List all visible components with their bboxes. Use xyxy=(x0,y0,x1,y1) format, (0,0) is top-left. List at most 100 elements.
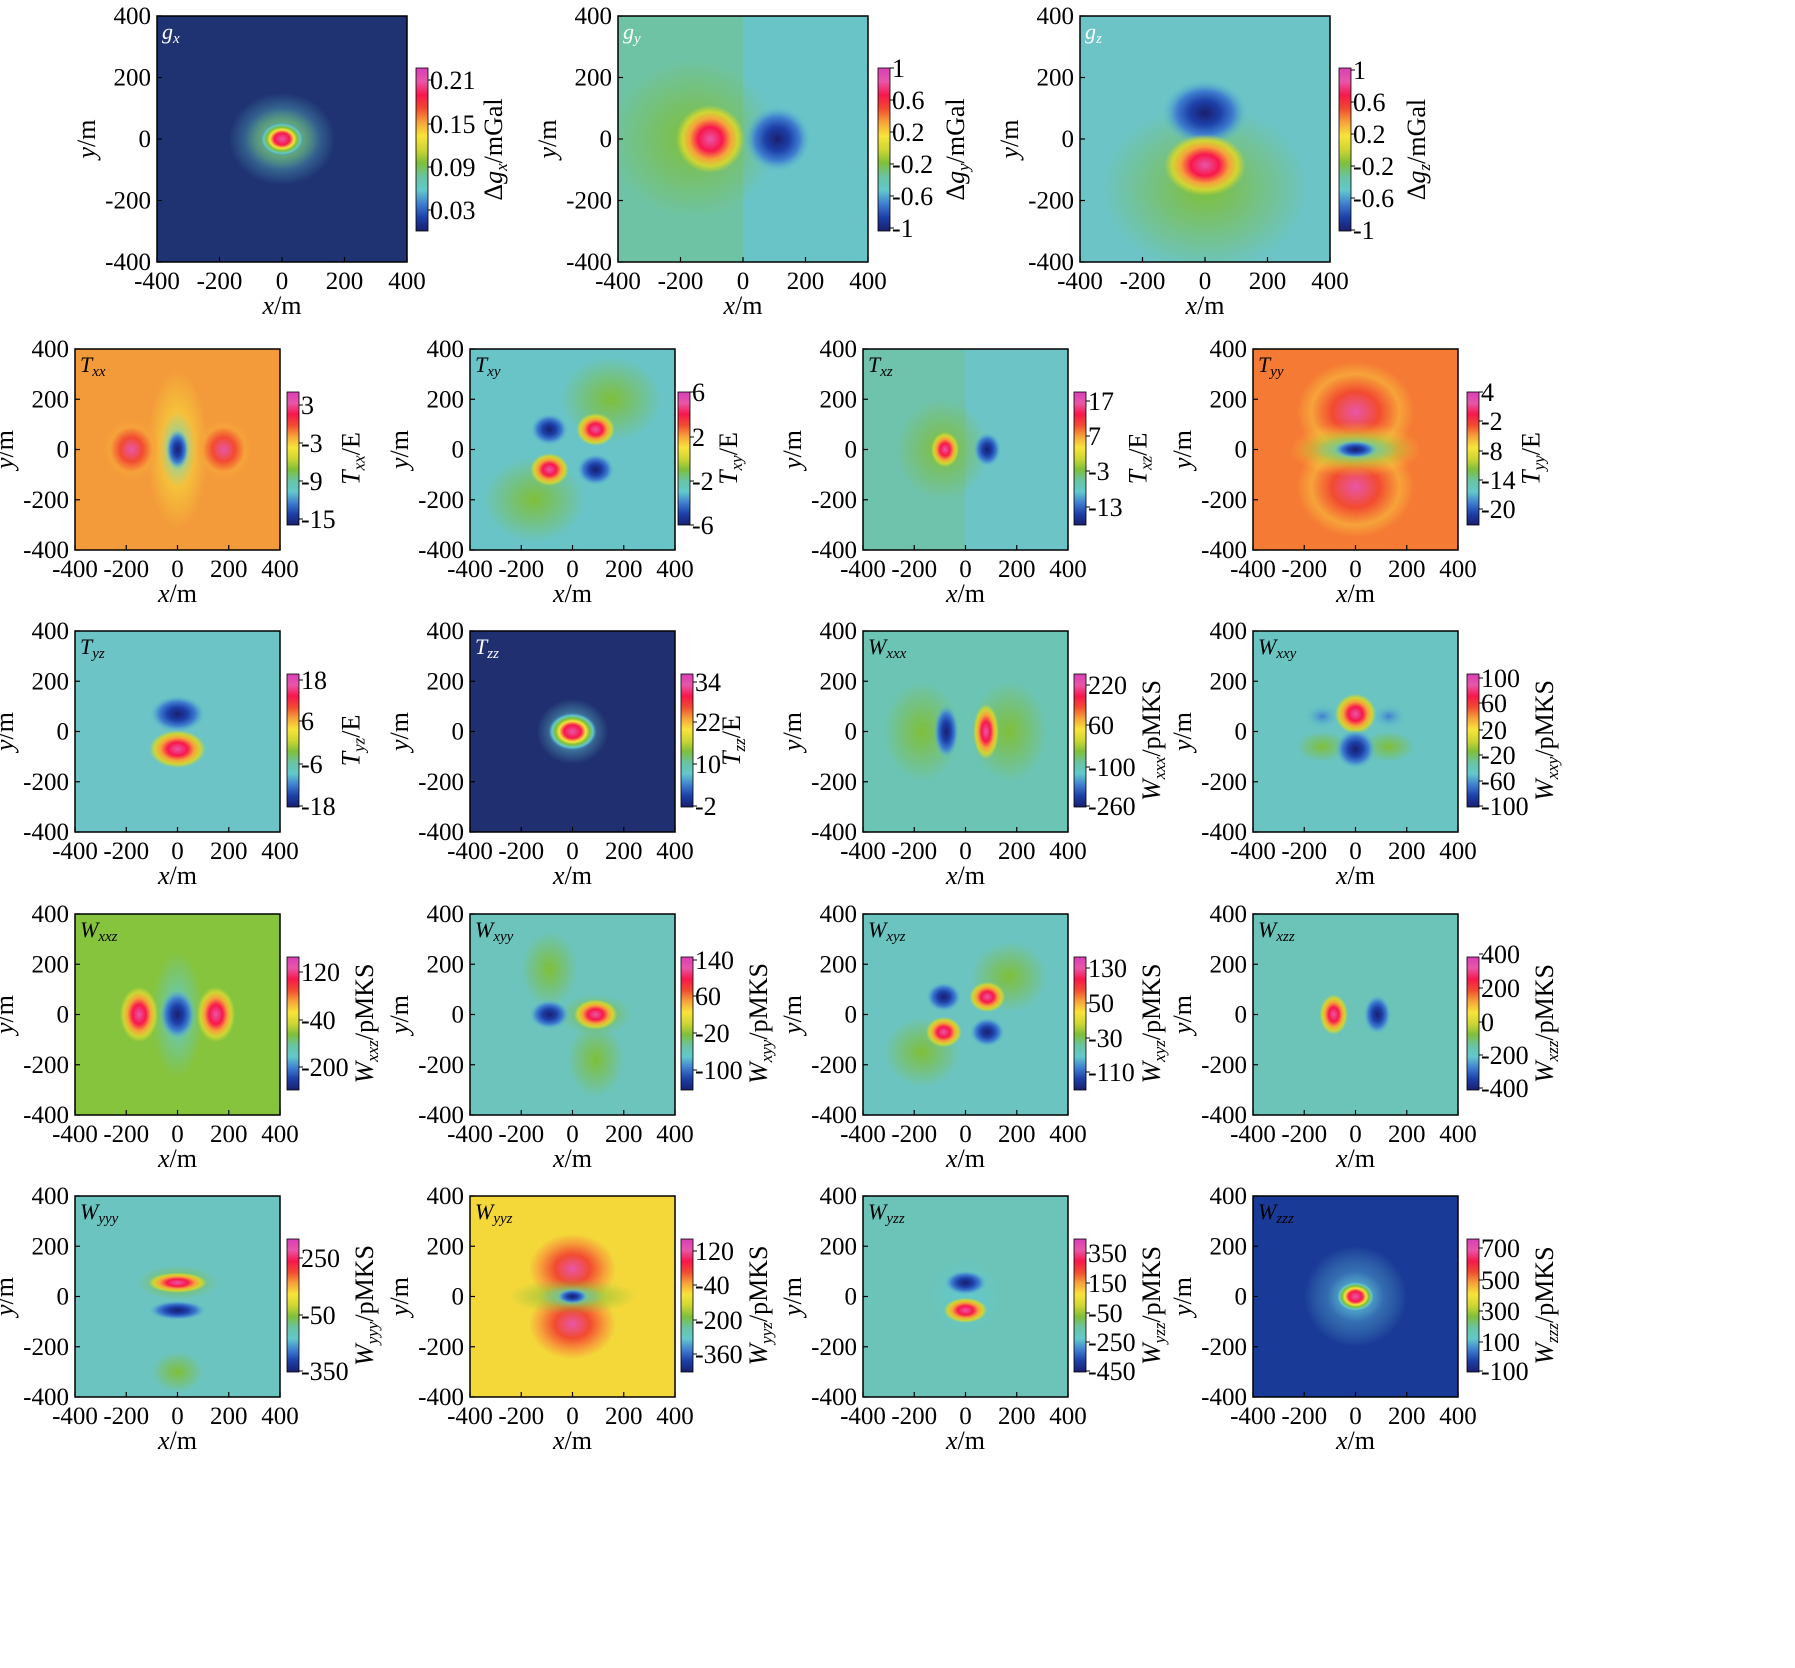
colorbar-tick-label: 0.6 xyxy=(892,86,925,115)
colorbar-tick-label: -2 xyxy=(1481,407,1503,436)
x-tick-label: 200 xyxy=(998,838,1036,865)
y-tick-label: 200 xyxy=(820,386,858,413)
y-tick-label: -400 xyxy=(23,819,69,846)
panel-title: Txx xyxy=(80,352,106,380)
colorbar-tick-label: -20 xyxy=(695,1019,730,1048)
colorbar-label: Txz/E xyxy=(1124,433,1156,485)
x-tick-label: -200 xyxy=(197,268,243,295)
x-tick-label: -200 xyxy=(103,556,149,583)
colorbar-tick-label: -3 xyxy=(301,429,323,458)
colorbar-tick-label: -400 xyxy=(1481,1074,1529,1103)
y-tick-label: -400 xyxy=(1201,1102,1247,1129)
colorbar-tick-label: 10 xyxy=(695,750,721,779)
panel-title: Wzzz xyxy=(1258,1199,1294,1227)
colorbar-tick-label: 60 xyxy=(695,982,721,1011)
panel-Wxzz: Wxzz x/m y/m Wxzz/pMKS xyxy=(1168,913,1562,1173)
y-tick-label: -200 xyxy=(418,769,464,796)
anomaly-1 xyxy=(1161,79,1249,147)
x-axis-label: x/m xyxy=(723,291,763,320)
y-tick-label: -200 xyxy=(23,769,69,796)
x-tick-label: 400 xyxy=(1439,556,1477,583)
y-tick-label: 200 xyxy=(1037,65,1075,92)
colorbar-tick-label: 18 xyxy=(301,666,327,695)
y-tick-label: 200 xyxy=(427,1233,465,1260)
y-axis-label: y/m xyxy=(1168,430,1197,472)
x-tick-label: -400 xyxy=(447,1403,493,1430)
x-tick-label: 200 xyxy=(210,1121,248,1148)
x-tick-label: 400 xyxy=(1439,1403,1477,1430)
y-axis-label: y/m xyxy=(72,120,101,162)
y-tick-label: 400 xyxy=(427,618,465,645)
y-tick-label: -200 xyxy=(1201,487,1247,514)
y-tick-label: 400 xyxy=(32,1183,70,1210)
anomaly-1 xyxy=(148,1272,207,1293)
anomaly-3 xyxy=(103,419,160,480)
y-tick-label: 0 xyxy=(1235,437,1248,464)
x-tick-label: -200 xyxy=(891,838,937,865)
colorbar-tick-label: -1 xyxy=(1353,216,1375,245)
y-tick-label: -400 xyxy=(23,1384,69,1411)
anomaly-2 xyxy=(119,986,159,1043)
y-tick-label: 400 xyxy=(32,336,70,363)
colorbar-tick-label: 700 xyxy=(1481,1234,1520,1263)
y-tick-label: 400 xyxy=(820,901,858,928)
x-tick-label: -200 xyxy=(103,838,149,865)
anomaly-5 xyxy=(530,453,569,486)
colorbar-tick-label: -200 xyxy=(301,1053,349,1082)
colorbar-tick-label: 6 xyxy=(301,707,314,736)
x-tick-label: 200 xyxy=(605,838,643,865)
colorbar-tick-label: -50 xyxy=(1088,1299,1123,1328)
y-tick-label: 0 xyxy=(845,719,858,746)
x-tick-label: 200 xyxy=(210,556,248,583)
y-axis-label: y/m xyxy=(0,430,19,472)
y-tick-label: 400 xyxy=(1210,618,1248,645)
y-tick-label: 200 xyxy=(32,1233,70,1260)
y-tick-label: 400 xyxy=(114,3,152,30)
anomaly-2 xyxy=(1336,1281,1375,1312)
anomaly-2 xyxy=(165,429,190,470)
x-tick-label: 200 xyxy=(1388,556,1426,583)
colorbar-label: Wxzz/pMKS xyxy=(1530,964,1562,1083)
y-tick-label: 0 xyxy=(452,437,465,464)
panel-title: Wxxx xyxy=(868,634,907,662)
colorbar-tick-label: -250 xyxy=(1088,1328,1136,1357)
y-tick-label: -200 xyxy=(418,1334,464,1361)
x-tick-label: -200 xyxy=(498,1403,544,1430)
x-tick-label: -200 xyxy=(891,556,937,583)
heatmap-gz xyxy=(1080,16,1330,262)
y-tick-label: 400 xyxy=(575,3,613,30)
y-tick-label: 0 xyxy=(1235,719,1248,746)
colorbar-tick-label: -8 xyxy=(1481,437,1503,466)
x-tick-label: 200 xyxy=(787,268,825,295)
y-tick-label: -200 xyxy=(811,1334,857,1361)
heatmap-Wzzz xyxy=(1253,1196,1458,1397)
y-tick-label: -400 xyxy=(811,1384,857,1411)
y-tick-label: -200 xyxy=(418,1052,464,1079)
y-tick-label: 0 xyxy=(845,1002,858,1029)
y-tick-label: 200 xyxy=(820,668,858,695)
colorbar-tick-label: 120 xyxy=(301,958,340,987)
y-tick-label: 0 xyxy=(57,1284,70,1311)
panel-title: Wxyz xyxy=(868,917,906,945)
x-tick-label: 200 xyxy=(605,1121,643,1148)
colorbar xyxy=(1073,673,1087,808)
panel-Wyzz: Wyzz x/m y/m Wyzz/pMKS xyxy=(778,1195,1169,1455)
y-tick-label: -200 xyxy=(1028,188,1074,215)
x-tick-label: 0 xyxy=(1349,838,1362,865)
panel-title: gz xyxy=(1085,19,1102,47)
colorbar-tick-label: 500 xyxy=(1481,1266,1520,1295)
colorbar-tick-label: 17 xyxy=(1088,387,1114,416)
x-tick-label: 400 xyxy=(1439,838,1477,865)
x-tick-label: -200 xyxy=(1120,268,1166,295)
heatmap-Wxxy xyxy=(1253,631,1458,832)
colorbar-label: Wxyz/pMKS xyxy=(1137,964,1169,1084)
y-tick-label: 0 xyxy=(139,126,152,153)
x-tick-label: 0 xyxy=(276,268,289,295)
colorbar-tick-label: 0.2 xyxy=(1353,120,1386,149)
y-tick-label: 0 xyxy=(452,1284,465,1311)
colorbar-label: Wzzz/pMKS xyxy=(1530,1246,1562,1364)
x-axis-label: x/m xyxy=(1335,861,1375,890)
colorbar-label: Txy/E xyxy=(714,432,746,485)
panel-title: Txz xyxy=(868,352,893,380)
x-tick-label: 400 xyxy=(261,1403,299,1430)
